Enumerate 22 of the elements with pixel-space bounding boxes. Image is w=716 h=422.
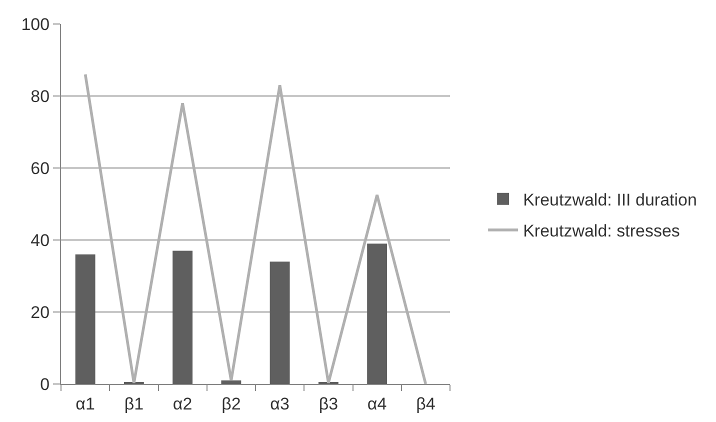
x-tick-label: α3: [270, 394, 290, 414]
y-tick-label: 20: [30, 302, 50, 322]
x-tick-label: α2: [172, 394, 192, 414]
bar: [172, 250, 193, 384]
legend-label: Kreutzwald: III duration: [523, 190, 697, 210]
y-tick-label: 0: [40, 374, 50, 394]
x-tick-label: α4: [367, 394, 387, 414]
legend-label: Kreutzwald: stresses: [523, 222, 680, 241]
y-tick-label: 40: [30, 230, 50, 250]
x-tick-label: β1: [124, 394, 144, 414]
y-tick-label: 80: [30, 86, 50, 106]
bar: [221, 380, 242, 384]
y-tick-label: 100: [21, 14, 50, 34]
line-series: [84, 73, 428, 384]
bar: [270, 262, 290, 384]
bar: [367, 244, 388, 384]
x-tick-label: β3: [318, 394, 338, 414]
x-tick-label: β2: [222, 394, 241, 414]
x-tick-label: β4: [416, 394, 436, 414]
bar: [75, 254, 96, 384]
x-tick-label: α1: [76, 394, 95, 414]
y-tick-label: 60: [30, 158, 50, 178]
